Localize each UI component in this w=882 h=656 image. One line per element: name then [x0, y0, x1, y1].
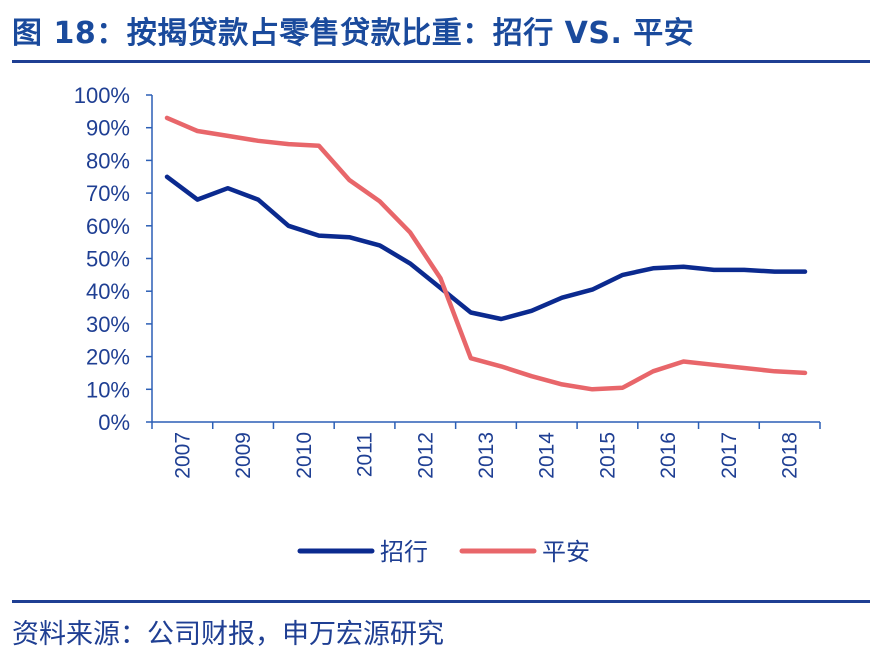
- x-tick-label: 2009: [232, 432, 255, 479]
- series-line-zhaohang: [164, 174, 808, 322]
- y-tick-label: 70%: [86, 181, 130, 206]
- x-tick-label: 2013: [475, 432, 498, 479]
- x-tick-label: 2016: [657, 432, 680, 479]
- y-tick-label: 50%: [86, 247, 130, 272]
- x-tick-label: 2018: [779, 432, 802, 479]
- legend-item-pingan-label: 平安: [542, 538, 590, 566]
- source-rule: [12, 600, 870, 603]
- y-tick-label: 30%: [86, 312, 130, 337]
- x-tick-label: 2007: [171, 432, 194, 479]
- line-chart: 0% 10% 20% 30% 40% 50% 60% 70% 80% 90% 100% 2007 200…: [74, 83, 821, 566]
- y-tick-label: 20%: [86, 345, 130, 370]
- y-tick-label: 100%: [74, 83, 130, 108]
- y-tick-label: 80%: [86, 148, 130, 173]
- x-tick-label: 2010: [293, 432, 316, 479]
- y-tick-label: 90%: [86, 116, 130, 141]
- x-tick-label: 2015: [596, 432, 619, 479]
- x-tick-label: 2017: [718, 432, 741, 479]
- x-tick-label: 2012: [414, 432, 437, 479]
- figure-title: 图 18：按揭贷款占零售贷款比重：招行 VS. 平安: [12, 16, 695, 51]
- source-note: 资料来源：公司财报，申万宏源研究: [12, 619, 444, 650]
- y-tick-label: 60%: [86, 214, 130, 239]
- y-tick-label: 0%: [98, 410, 130, 435]
- series-line-pingan: [164, 115, 808, 392]
- legend-item-zhaohang-label: 招行: [380, 538, 428, 566]
- y-tick-label: 40%: [86, 279, 130, 304]
- x-tick-label: 2014: [536, 432, 559, 479]
- x-tick-label: 2011: [354, 432, 377, 477]
- title-rule: [12, 60, 870, 63]
- y-tick-label: 10%: [86, 377, 130, 402]
